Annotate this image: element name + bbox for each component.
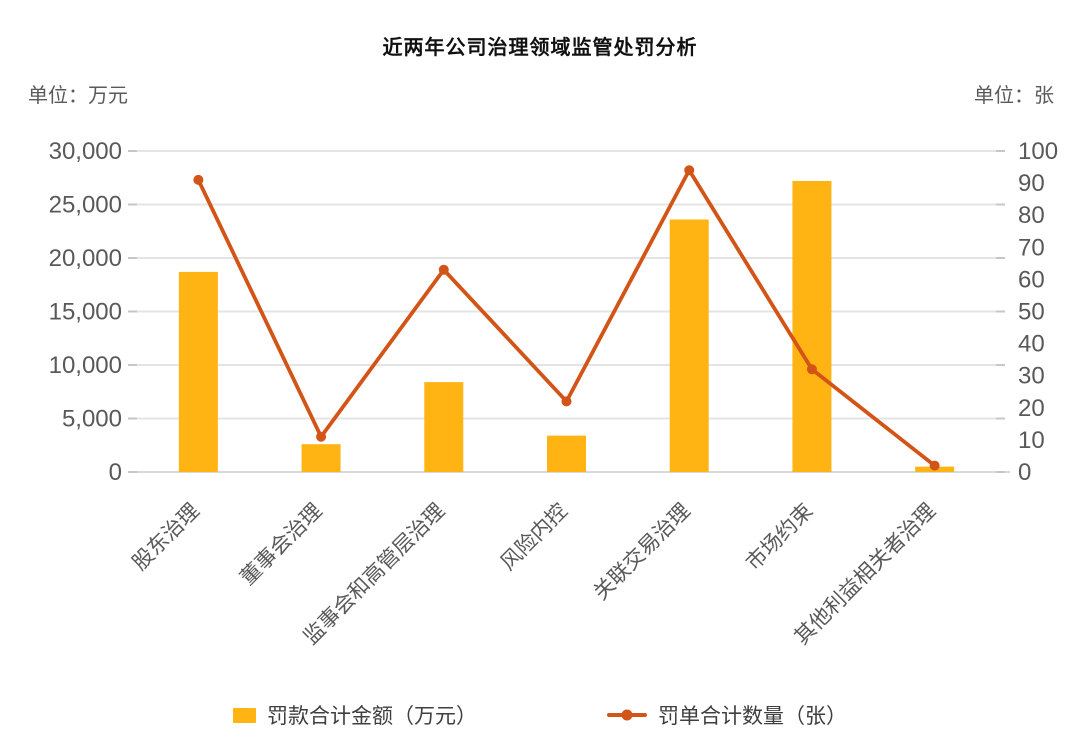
left-axis-tick-label: 10,000 <box>49 352 122 379</box>
right-axis-tick-label: 70 <box>1018 234 1045 261</box>
right-axis-tick-label: 100 <box>1018 138 1058 165</box>
line-marker <box>806 364 817 375</box>
left-axis-tick-label: 25,000 <box>49 192 122 219</box>
x-axis-label: 其他利益相关者治理 <box>790 499 940 649</box>
chart-plot-area: 30,00025,00020,00015,00010,0005,00001009… <box>49 138 1058 649</box>
bar <box>178 271 218 472</box>
right-axis-tick-label: 50 <box>1018 299 1045 326</box>
right-axis-tick-label: 80 <box>1018 202 1045 229</box>
bar <box>547 435 586 472</box>
line-marker <box>193 174 204 185</box>
x-axis-label: 股东治理 <box>128 499 204 575</box>
line-marker <box>316 431 327 442</box>
line-marker <box>684 165 695 176</box>
line-marker <box>561 396 572 407</box>
right-axis-tick-label: 30 <box>1018 363 1045 390</box>
right-axis-tick-label: 10 <box>1018 427 1045 454</box>
line-marker <box>438 264 449 275</box>
x-axis-label: 董事会治理 <box>236 499 327 590</box>
legend-item-bar-series: 罚款合计金额（万元） <box>233 700 477 730</box>
x-axis-label: 监事会和高管层治理 <box>299 499 449 649</box>
right-axis-tick-label: 40 <box>1018 331 1045 358</box>
left-axis-tick-label: 0 <box>109 459 122 486</box>
line-marker <box>929 460 940 471</box>
legend: 罚款合计金额（万元） 罚单合计数量（张） <box>0 700 1080 730</box>
legend-bar-label: 罚款合计金额（万元） <box>267 705 477 728</box>
x-axis-label: 风险内控 <box>496 499 572 575</box>
x-axis-label: 市场约束 <box>742 499 818 575</box>
bar <box>301 444 341 472</box>
chart-title: 近两年公司治理领域监管处罚分析 <box>382 37 698 59</box>
right-axis-tick-label: 20 <box>1018 395 1045 422</box>
left-axis-tick-label: 5,000 <box>62 406 122 433</box>
left-axis-tick-label: 15,000 <box>49 299 122 326</box>
legend-line-label: 罚单合计数量（张） <box>658 705 847 728</box>
left-axis-tick-label: 30,000 <box>49 138 122 165</box>
bar <box>424 382 464 472</box>
right-axis-tick-label: 0 <box>1018 459 1031 486</box>
left-axis-tick-label: 20,000 <box>49 245 122 272</box>
bar-series-swatch-icon <box>233 707 256 723</box>
right-axis-tick-label: 60 <box>1018 266 1045 293</box>
right-axis-unit-label: 单位：张 <box>974 85 1054 107</box>
right-axis-tick-label: 90 <box>1018 170 1045 197</box>
legend-item-line-series: 罚单合计数量（张） <box>607 700 847 730</box>
x-axis-label: 关联交易治理 <box>589 499 694 604</box>
line-series-swatch-icon <box>607 709 647 721</box>
bar <box>669 219 709 472</box>
left-axis-unit-label: 单位：万元 <box>28 85 128 107</box>
bar <box>792 180 832 472</box>
